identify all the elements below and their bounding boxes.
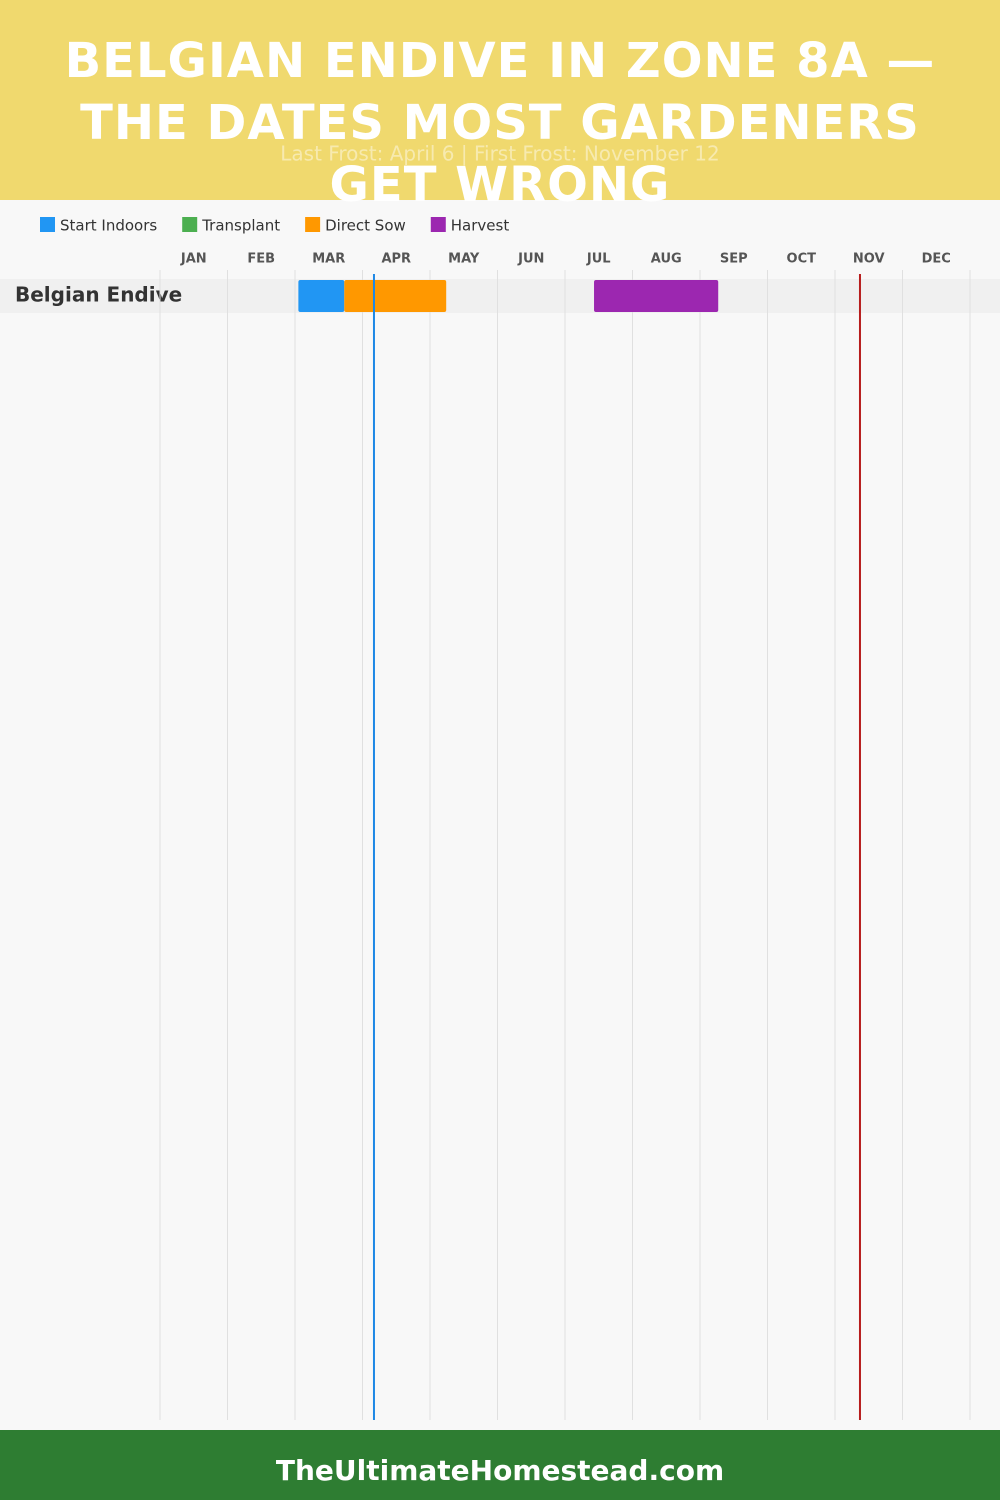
bar bbox=[594, 280, 719, 312]
footer-text: TheUltimateHomestead.com bbox=[276, 1454, 724, 1487]
x-tick-label: DEC bbox=[922, 252, 951, 267]
x-tick-label: NOV bbox=[853, 252, 885, 267]
row-band bbox=[0, 279, 1000, 313]
legend-label: Harvest bbox=[451, 217, 510, 235]
legend-label: Start Indoors bbox=[60, 217, 157, 235]
subtitle: Last Frost: April 6 | First Frost: Novem… bbox=[280, 142, 719, 166]
bar bbox=[344, 280, 447, 312]
legend-swatch bbox=[430, 217, 446, 232]
x-tick-label: JAN bbox=[180, 252, 207, 267]
footer-band bbox=[0, 1430, 1000, 1500]
legend-swatch bbox=[182, 217, 198, 232]
legend-swatch bbox=[305, 217, 321, 232]
legend-label: Direct Sow bbox=[325, 217, 406, 235]
x-tick-label: APR bbox=[381, 252, 411, 267]
chart-title: BELGIAN ENDIVE IN ZONE 8A — THE DATES MO… bbox=[64, 33, 936, 213]
x-tick-label: AUG bbox=[651, 252, 682, 267]
row-label: Belgian Endive bbox=[15, 283, 182, 307]
x-tick-label: OCT bbox=[787, 252, 817, 267]
x-tick-label: FEB bbox=[247, 252, 275, 267]
legend-label: Transplant bbox=[201, 217, 280, 235]
x-tick-label: SEP bbox=[720, 252, 748, 267]
x-tick-label: JUN bbox=[517, 252, 544, 267]
legend-swatch bbox=[40, 217, 55, 232]
header-band bbox=[0, 0, 1000, 200]
bar bbox=[298, 280, 345, 312]
x-tick-label: JUL bbox=[586, 252, 611, 267]
x-tick-label: MAR bbox=[312, 252, 345, 267]
x-tick-label: MAY bbox=[448, 252, 480, 267]
